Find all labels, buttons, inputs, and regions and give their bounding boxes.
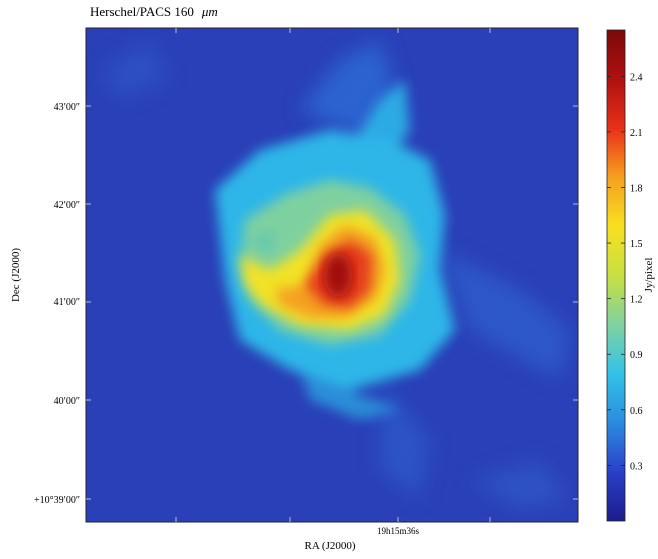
y-tick-label: 40′00″ (54, 396, 80, 407)
x-axis-label: RA (J2000) (304, 540, 355, 552)
figure-title: Herschel/PACS 160 μm (90, 4, 218, 19)
y-tick-label: +10°39′00″ (34, 495, 80, 506)
colorbar-tick-label: 1.2 (630, 295, 643, 306)
colorbar-tick-label: 2.1 (630, 128, 643, 139)
cloud-peak-max (324, 253, 352, 297)
intensity-map (86, 28, 578, 522)
colorbar-ticks: 0.3 0.6 0.9 1.2 1.5 1.8 2.1 2.4 (607, 72, 643, 472)
colorbar-tick-label: 2.4 (630, 72, 643, 83)
colorbar-tick-label: 0.6 (630, 406, 643, 417)
colorbar-tick-label: 0.3 (630, 461, 643, 472)
colorbar-tick-label: 0.9 (630, 350, 643, 361)
y-tick-label: 42′00″ (54, 200, 80, 211)
y-tick-label: 43′00″ (54, 102, 80, 113)
colorbar-tick-label: 1.8 (630, 183, 643, 194)
colorbar-tick-label: 1.5 (630, 239, 643, 250)
axis-ticks (86, 28, 578, 522)
map-frame (85, 27, 579, 523)
y-tick-labels: +10°39′00″ 40′00″ 41′00″ 42′00″ 43′00″ (34, 102, 80, 506)
colorbar-label: Jy/pixel (643, 258, 655, 293)
y-tick-label: 41′00″ (54, 297, 80, 308)
colorbar (606, 29, 626, 522)
y-axis-label: Dec (J2000) (10, 248, 22, 302)
x-tick-label: 19h15m36s (377, 526, 420, 536)
